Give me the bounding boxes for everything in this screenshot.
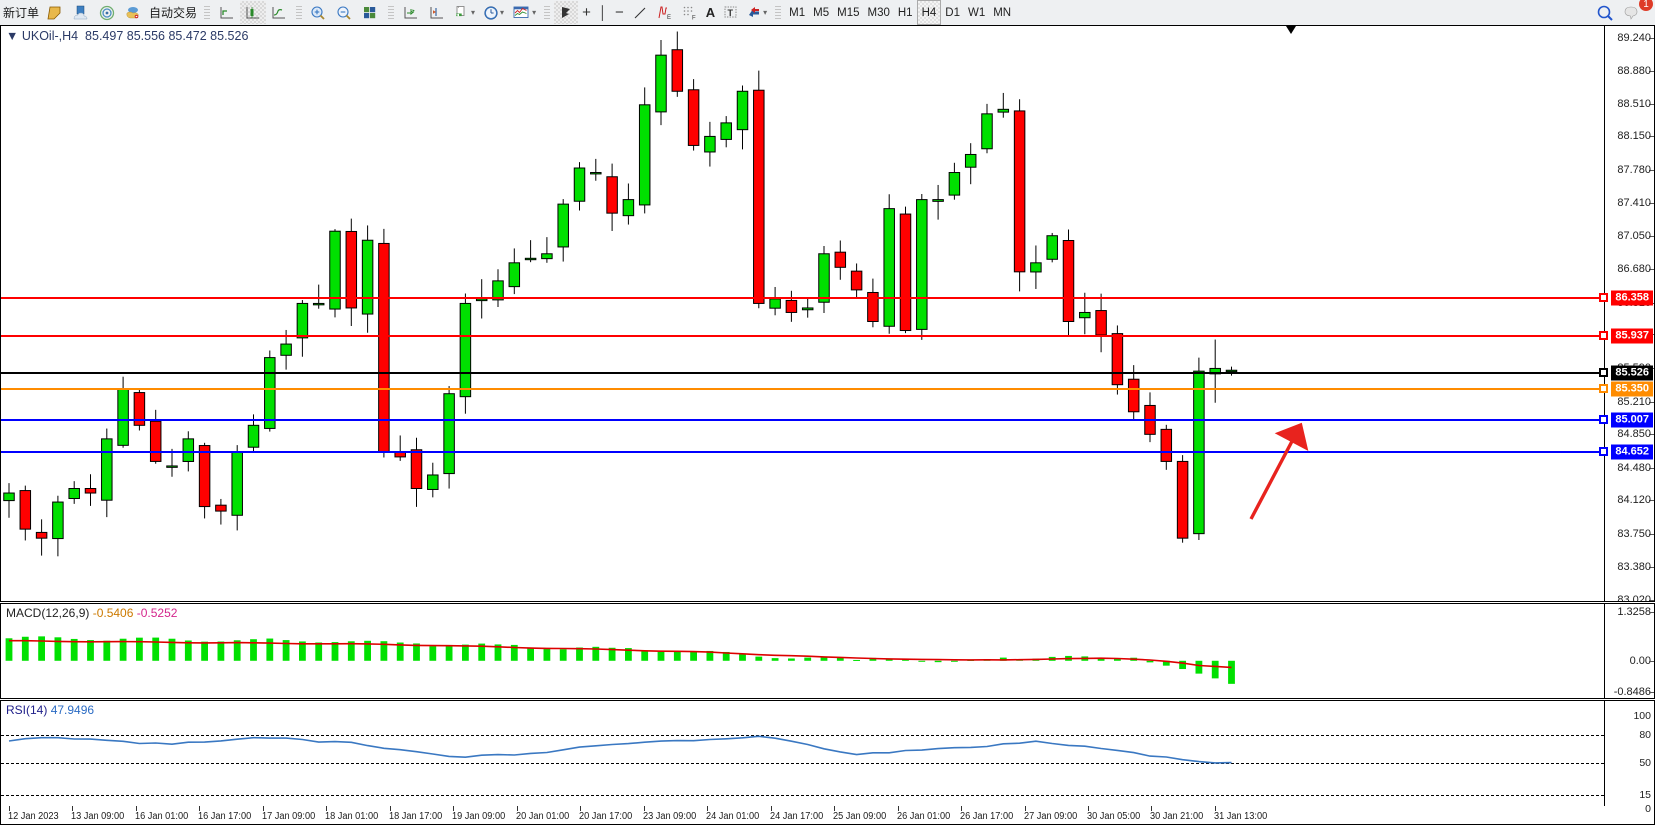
svg-text:T: T — [728, 8, 734, 18]
svg-text:E: E — [667, 15, 671, 21]
svg-text:F: F — [692, 15, 696, 21]
